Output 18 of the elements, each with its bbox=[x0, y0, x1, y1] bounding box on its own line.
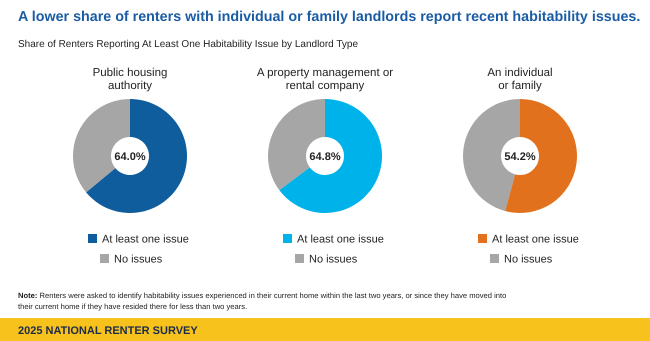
data-label: 64.8% bbox=[309, 151, 341, 163]
legend-label: No issues bbox=[504, 254, 553, 266]
donut-slice bbox=[86, 99, 187, 213]
donut-slice bbox=[279, 99, 382, 213]
donut-slice bbox=[505, 99, 577, 213]
legend-label: At least one issue bbox=[492, 234, 579, 246]
legend-label: At least one issue bbox=[102, 234, 189, 246]
chart-title: An individual or family bbox=[487, 67, 553, 92]
chart-title: Public housing authority bbox=[92, 67, 168, 92]
chart-title: A property management or rental company bbox=[256, 67, 394, 92]
data-label: 54.2% bbox=[504, 151, 536, 163]
legend-label: At least one issue bbox=[297, 234, 384, 246]
text: Share of Renters Reporting At Least One Habitability Issue by Landlord Type bbox=[18, 39, 358, 50]
legend-label: No issues bbox=[309, 254, 358, 266]
legend-label: No issues bbox=[114, 254, 163, 266]
data-label: 64.0% bbox=[114, 151, 146, 163]
text: 2025 NATIONAL RENTER SURVEY bbox=[18, 325, 198, 337]
text: A lower share of renters with individual or family landlords report recent habitability issues. bbox=[18, 9, 640, 25]
